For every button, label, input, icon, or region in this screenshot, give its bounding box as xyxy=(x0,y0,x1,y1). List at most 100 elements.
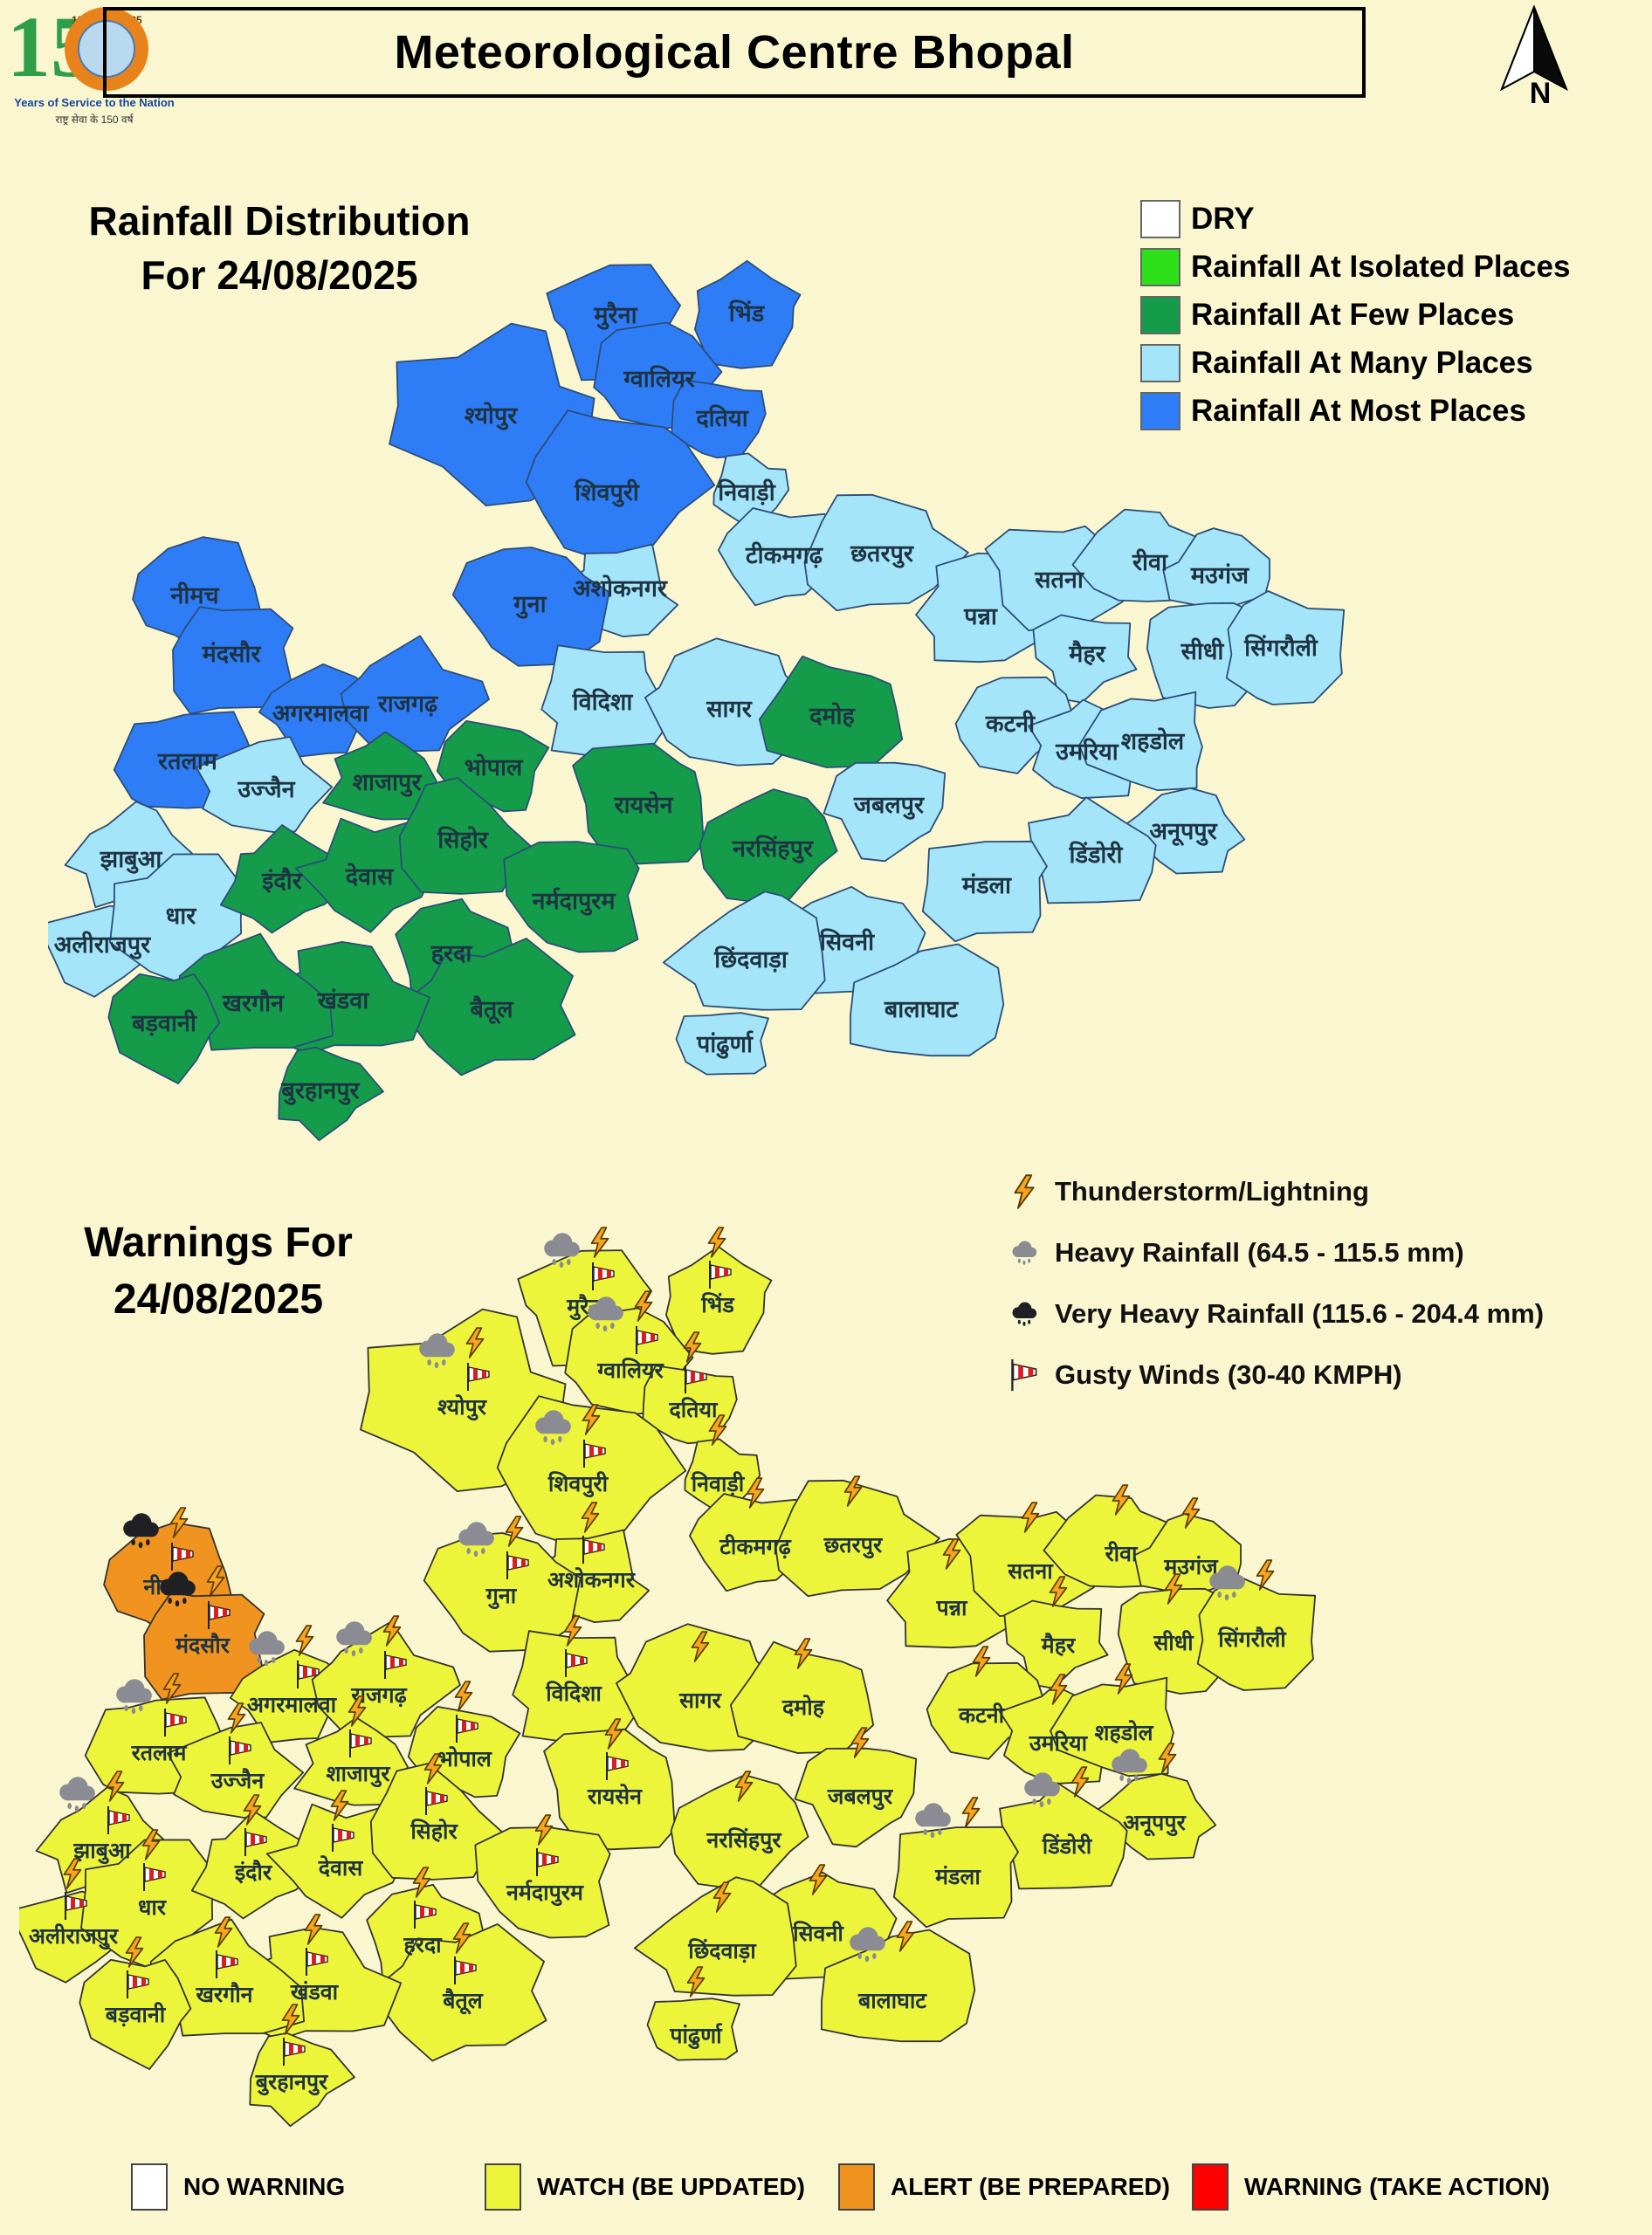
district-betul-label: बैतूल xyxy=(469,995,514,1025)
warnings-legend-item: Heavy Rainfall (64.5 - 115.5 mm) xyxy=(1006,1229,1544,1276)
district-maihar-label: मैहर xyxy=(1041,1633,1077,1658)
district-sagar-label: सागर xyxy=(678,1688,722,1713)
district-seoni-label: सिवनी xyxy=(819,928,875,955)
district-narmadapuram-label: नर्मदापुरम xyxy=(532,887,616,916)
district-ujjain-label: उज्जैन xyxy=(210,1768,265,1793)
district-bhind-label: भिंड xyxy=(728,299,766,327)
district-chhindwara-label: छिंदवाड़ा xyxy=(713,946,788,973)
district-seoni-label: सिवनी xyxy=(792,1921,844,1946)
warning-scale-label: ALERT (BE PREPARED) xyxy=(891,2173,1170,2200)
rainfall-legend-item: Rainfall At Isolated Places xyxy=(1140,245,1570,289)
district-chhindwara-shape xyxy=(633,1876,797,1997)
district-indore-shape xyxy=(219,824,348,934)
district-barwani-label: बड़वानी xyxy=(131,1009,197,1036)
district-damoh-label: दमोह xyxy=(809,702,856,729)
warnings-legend-item: Very Heavy Rainfall (115.6 - 204.4 mm) xyxy=(1006,1290,1544,1338)
page-title-box: Meteorological Centre Bhopal xyxy=(103,7,1366,98)
district-satna-label: सतना xyxy=(1007,1559,1054,1584)
district-shivpuri-label: शिवपुरी xyxy=(574,478,640,507)
warnings-legend-label: Gusty Winds (30-40 KMPH) xyxy=(1055,1359,1402,1390)
district-narmadapuram-label: नर्मदापुरम xyxy=(506,1880,584,1907)
warning-scale-item: WARNING (TAKE ACTION) xyxy=(1192,2163,1550,2211)
district-tikamgarh-label: टीकमगढ़ xyxy=(745,541,824,568)
warnings-title-line2: 24/08/2025 xyxy=(113,1276,324,1323)
rainfall-legend-label: DRY xyxy=(1191,202,1255,236)
district-chhindwara-label: छिंदवाड़ा xyxy=(687,1938,757,1963)
imd-seal-icon xyxy=(65,7,148,91)
district-harda-label: हरदा xyxy=(403,1933,443,1957)
district-bhind-shape xyxy=(694,259,802,369)
district-neemuch-label: नीमच xyxy=(169,581,219,609)
district-burhanpur-shape xyxy=(249,2032,355,2128)
district-dewas-label: देवास xyxy=(345,863,395,890)
rainfall-legend-item: Rainfall At Few Places xyxy=(1140,293,1570,337)
district-sagar-label: सागर xyxy=(706,696,752,722)
warnings-legend-label: Thunderstorm/Lightning xyxy=(1055,1176,1369,1207)
rainfall-title-line2: For 24/08/2025 xyxy=(141,252,418,299)
district-dindori-label: डिंडोरी xyxy=(1042,1833,1093,1859)
district-katni-shape xyxy=(926,1661,1050,1760)
district-bhopal-label: भोपाल xyxy=(465,753,524,781)
district-narsinghpur-shape xyxy=(670,1774,809,1893)
district-vidisha-label: विदिशा xyxy=(572,688,634,715)
warnings-section-title: Warnings For 24/08/2025 xyxy=(35,1215,402,1329)
warning-scale-swatch xyxy=(838,2163,875,2211)
district-umaria-label: उमरिया xyxy=(1029,1730,1089,1756)
rainfall-legend-swatch xyxy=(1140,344,1180,382)
district-guna-label: गुना xyxy=(485,1584,518,1610)
warning-scale-item: ALERT (BE PREPARED) xyxy=(838,2163,1192,2211)
district-agarmalwa-label: अगरमालवा xyxy=(272,700,369,726)
district-singrauli-shape xyxy=(1196,1576,1317,1691)
district-shajapur-label: शाजापुर xyxy=(327,1762,392,1788)
district-shahdol-shape xyxy=(1078,691,1203,792)
district-umaria-label: उमरिया xyxy=(1055,738,1119,765)
district-mandla-label: मंडला xyxy=(934,1865,981,1889)
compass-label: N xyxy=(1530,77,1552,107)
district-harda-label: हरदा xyxy=(430,940,473,966)
warning-scale-swatch xyxy=(485,2163,521,2211)
district-alirajpur-label: अलीराजपुर xyxy=(29,1923,120,1950)
district-guna-label: गुना xyxy=(513,591,547,619)
district-katni-label: कटनी xyxy=(985,710,1036,737)
district-morena-label: मुरैना xyxy=(593,301,637,330)
district-mauganj-label: मउगंज xyxy=(1190,562,1249,588)
district-mandla-label: मंडला xyxy=(961,872,1012,898)
district-raisen-shape xyxy=(572,742,705,865)
district-ujjain-shape xyxy=(196,736,334,833)
rainfall-legend-swatch xyxy=(1140,248,1180,286)
district-narmadapuram-shape xyxy=(474,1826,611,1939)
district-raisen-shape xyxy=(543,1728,676,1851)
district-rajgarh-label: राजगढ़ xyxy=(377,691,439,717)
district-jabalpur-label: जबलपुर xyxy=(827,1785,894,1811)
rainfall-legend-label: Rainfall At Most Places xyxy=(1191,394,1526,428)
district-mauganj-label: मउगंज xyxy=(1163,1555,1219,1579)
district-jhabua-label: झाबुआ xyxy=(100,846,163,874)
district-narsinghpur-shape xyxy=(699,788,838,907)
page-title: Meteorological Centre Bhopal xyxy=(394,26,1075,79)
district-damoh-label: दमोह xyxy=(781,1695,826,1720)
warning-scale-label: WARNING (TAKE ACTION) xyxy=(1244,2173,1550,2200)
district-sidhi-label: सीधी xyxy=(1180,637,1225,664)
district-ujjain-label: उज्जैन xyxy=(237,775,295,802)
district-barwani-shape xyxy=(107,973,221,1084)
district-balaghat-shape xyxy=(850,943,1005,1057)
warnings-legend-label: Very Heavy Rainfall (115.6 - 204.4 mm) xyxy=(1055,1298,1545,1329)
rainfall-legend-swatch xyxy=(1140,392,1180,430)
rainfall-legend-swatch xyxy=(1140,296,1180,334)
district-jhabua-label: झाबुआ xyxy=(72,1839,132,1865)
district-ratlam-label: रतलाम xyxy=(157,748,218,774)
district-barwani-label: बड़वानी xyxy=(105,2002,167,2027)
district-agarmalwa-label: अगरमालवा xyxy=(247,1693,338,1717)
rainfall-legend-item: Rainfall At Many Places xyxy=(1140,341,1570,385)
district-khandwa-label: खंडवा xyxy=(317,987,370,1014)
district-bhind-label: भिंड xyxy=(700,1292,735,1317)
district-ashoknagar-label: अशोकनगर xyxy=(573,574,668,602)
district-chhatarpur-shape xyxy=(774,1479,940,1598)
district-katni-shape xyxy=(954,676,1078,774)
district-maihar-shape xyxy=(1003,1599,1109,1689)
district-jabalpur-shape xyxy=(823,761,946,863)
district-shivpuri-label: शिवपुरी xyxy=(547,1471,609,1498)
district-rajgarh-shape xyxy=(340,635,490,753)
district-niwari-label: निवाड़ी xyxy=(717,478,775,505)
warnings-legend: Thunderstorm/Lightning Heavy Rainfall (64… xyxy=(1006,1168,1544,1399)
